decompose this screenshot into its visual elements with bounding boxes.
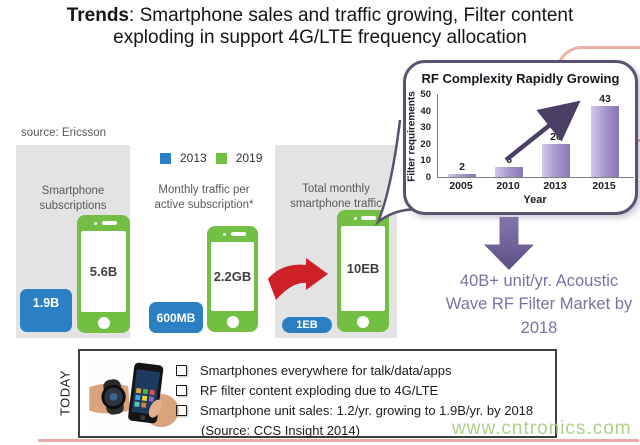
speaker-slot-icon	[230, 232, 246, 236]
ytick-0: 0	[425, 172, 431, 183]
source-ericsson-label: source: Ericsson	[21, 127, 107, 139]
bar-column-2005: 2	[448, 161, 476, 177]
list-item: Smartphone unit sales: 1.2/yr. growing t…	[176, 402, 548, 419]
today-bullet-list: Smartphones everywhere for talk/data/app…	[176, 362, 548, 440]
chart-x-axis-label: Year	[523, 194, 547, 206]
bullet-text-1: Smartphones everywhere for talk/data/app…	[200, 363, 452, 378]
market-callout-text: 40B+ unit/yr. Acoustic Wave RF Filter Ma…	[445, 272, 633, 337]
down-arrow-icon	[484, 217, 534, 270]
legend-2013-swatch-icon	[160, 152, 171, 164]
list-item: RF filter content exploding due to 4G/LT…	[176, 382, 548, 399]
xtick-2010: 2010	[496, 180, 520, 192]
value-2019-subscriptions: 5.6B	[89, 264, 118, 279]
phone-subscriptions: 5.6B	[77, 215, 130, 333]
bar-2013	[542, 143, 570, 177]
value-2019-monthly-traffic: 2.2GB	[213, 269, 252, 284]
bar-column-2013: 20	[542, 131, 570, 177]
page-title: Trends: Smartphone sales and traffic gro…	[10, 5, 630, 50]
value-2013-total-traffic: 1EB	[282, 317, 332, 333]
chart-title: RF Complexity Rapidly Growing	[421, 71, 620, 86]
today-label: TODAY	[57, 369, 73, 417]
xtick-2005: 2005	[449, 180, 473, 192]
bar-column-2010: 6	[495, 154, 523, 177]
bar-value-2013: 20	[550, 130, 562, 143]
home-button-icon	[97, 317, 110, 329]
caption-monthly-traffic: Monthly traffic per active subscription*	[154, 184, 254, 211]
home-button-icon	[226, 316, 239, 328]
rf-complexity-chart: RF Complexity Rapidly Growing Filter req…	[403, 60, 638, 215]
bar-2005	[448, 173, 476, 177]
bar-value-2010: 6	[506, 154, 512, 166]
legend-2019-label: 2019	[235, 151, 263, 165]
pink-frame-bottom-line	[38, 439, 639, 442]
legend: 2013 2019	[160, 151, 262, 165]
ytick-50: 50	[420, 89, 431, 100]
smartwatch-phone-photo	[89, 358, 179, 430]
bar-column-2015: 43	[591, 93, 619, 177]
ytick-20: 20	[420, 138, 431, 150]
red-arrow-icon	[268, 258, 328, 300]
value-2013-subscriptions: 1.9B	[20, 289, 72, 332]
value-2013-monthly-traffic: 600MB	[149, 302, 203, 333]
ytick-30: 30	[420, 122, 431, 134]
xtick-2013: 2013	[543, 180, 567, 192]
ytick-40: 40	[420, 105, 431, 117]
speaker-slot-icon	[361, 216, 377, 220]
legend-2013-label: 2013	[180, 151, 207, 165]
checkbox-bullet-icon	[176, 405, 187, 417]
bar-2010	[495, 167, 523, 177]
list-item: Smartphones everywhere for talk/data/app…	[176, 362, 548, 379]
xtick-2015: 2015	[592, 180, 616, 192]
checkbox-bullet-icon	[176, 365, 187, 376]
value-2019-total-traffic: 10EB	[346, 261, 380, 276]
title-line1-rest: : Smartphone sales and traffic growing, …	[129, 5, 574, 26]
today-box: Smartphones everywhere for talk/data/app…	[78, 349, 557, 438]
speaker-slot-icon	[101, 221, 117, 225]
checkbox-bullet-icon	[176, 385, 187, 397]
legend-2019-swatch-icon	[215, 152, 227, 164]
title-bold-word: Trends	[66, 5, 130, 26]
caption-total-traffic: Total monthly smartphone traffic	[290, 183, 382, 210]
bar-value-2005: 2	[459, 160, 465, 173]
bullet-text-3: Smartphone unit sales: 1.2/yr. growing t…	[200, 403, 534, 419]
camera-dot-icon	[353, 217, 357, 220]
camera-dot-icon	[223, 233, 227, 236]
title-line2: exploding in support 4G/LTE frequency al…	[113, 27, 527, 49]
bar-value-2015: 43	[599, 92, 611, 105]
bar-2015	[591, 105, 619, 177]
chart-plot-area: 2 6 20 43	[437, 93, 634, 178]
phone-total-traffic: 10EB	[337, 210, 389, 332]
home-button-icon	[357, 316, 369, 328]
caption-subscriptions: Smartphone subscriptions	[39, 185, 107, 212]
bullet-text-2: RF filter content exploding due to 4G/LT…	[200, 383, 439, 399]
watermark-text: www.cntronics.com	[452, 418, 632, 439]
camera-dot-icon	[93, 222, 97, 225]
ytick-10: 10	[420, 155, 431, 167]
phone-monthly-traffic: 2.2GB	[207, 226, 258, 332]
bullet-source-line: (Source: CCS Insight 2014)	[201, 423, 360, 439]
